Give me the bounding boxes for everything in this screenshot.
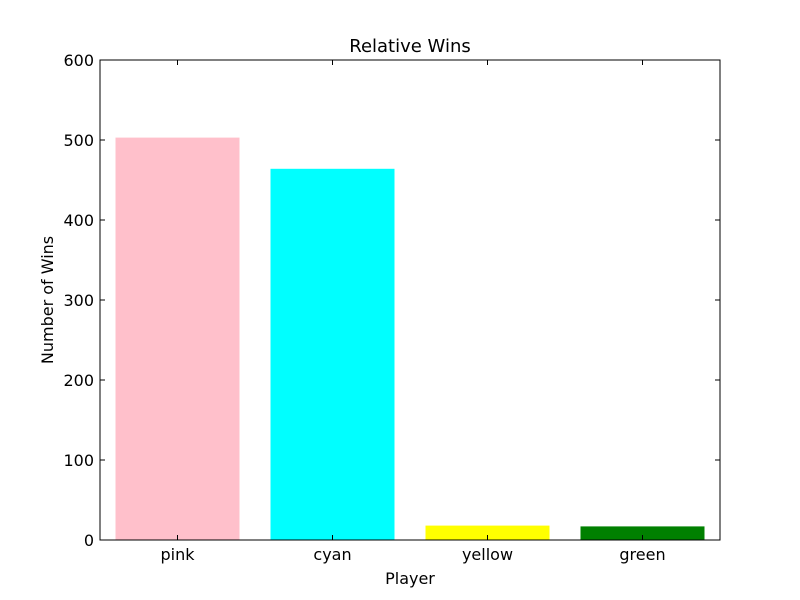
x-tick-label-green: green — [619, 545, 665, 564]
bars-layer — [115, 137, 705, 541]
chart-title: Relative Wins — [349, 36, 471, 57]
y-axis: 0 100 200 300 400 500 600 — [63, 51, 720, 550]
y-tick-label: 600 — [63, 51, 94, 70]
y-tick-label: 500 — [63, 131, 94, 150]
y-tick-label: 300 — [63, 291, 94, 310]
bar-cyan — [270, 168, 395, 541]
x-tick-label-pink: pink — [160, 545, 195, 564]
bar-pink — [115, 137, 240, 540]
y-tick-label: 200 — [63, 371, 94, 390]
x-axis-label: Player — [385, 569, 435, 588]
x-axis: pink cyan yellow green — [160, 60, 666, 564]
bar-yellow — [425, 525, 550, 540]
x-tick-label-cyan: cyan — [313, 545, 351, 564]
y-tick-label: 100 — [63, 451, 94, 470]
y-tick-label: 0 — [84, 531, 94, 550]
y-axis-label: Number of Wins — [38, 236, 57, 364]
x-tick-label-yellow: yellow — [462, 545, 513, 564]
bar-green — [580, 526, 705, 540]
y-tick-label: 400 — [63, 211, 94, 230]
